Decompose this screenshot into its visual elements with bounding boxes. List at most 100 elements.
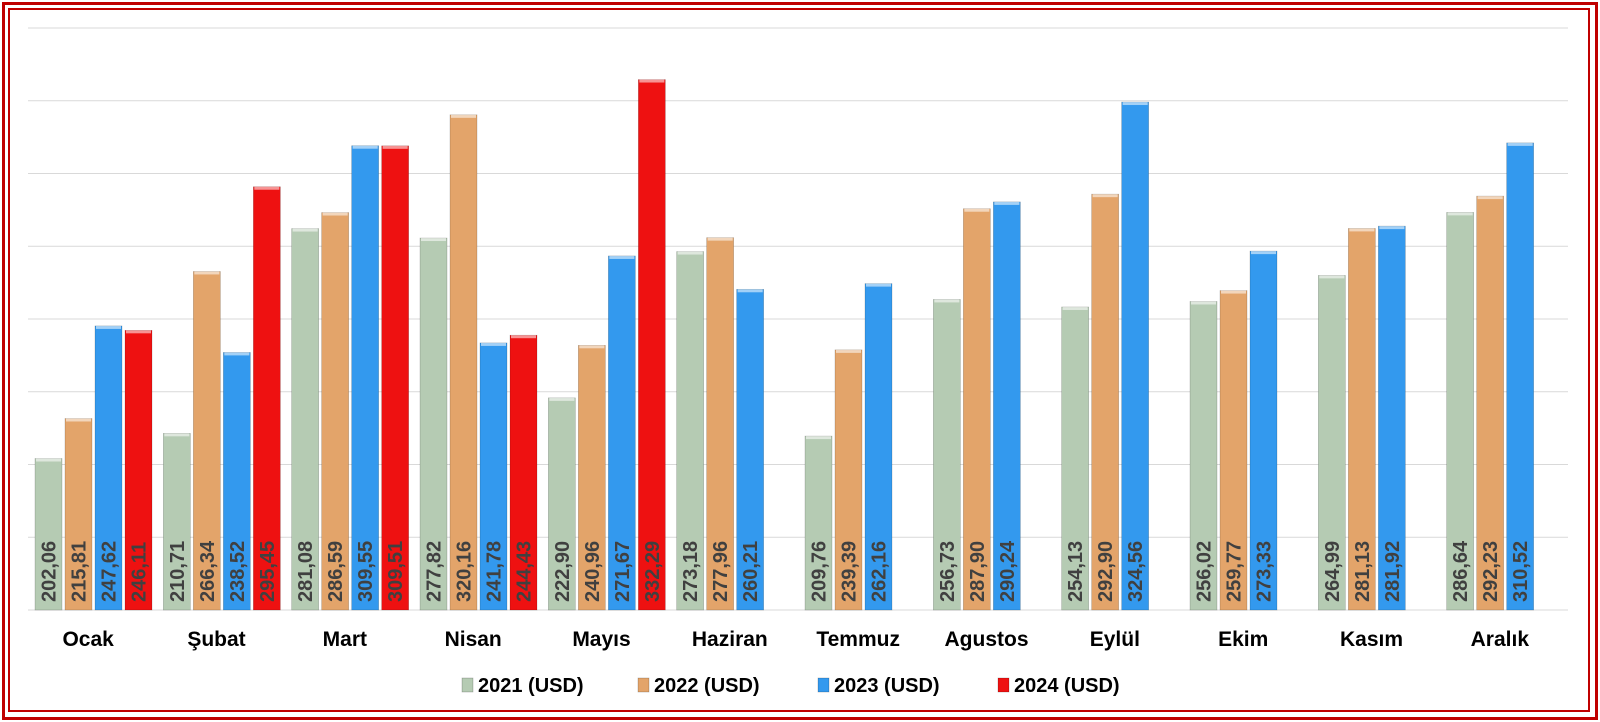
data-labels: 202,06 215,81 247,62 246,11 210,71 266,34 238,… <box>39 540 1533 602</box>
gridlines <box>28 27 1568 611</box>
data-label: 309,55 <box>355 541 377 602</box>
data-label: 281,92 <box>1382 541 1404 602</box>
bar-highlight <box>994 201 1020 205</box>
data-label: 310,52 <box>1510 541 1532 602</box>
bar-highlight <box>254 186 280 190</box>
category-label-Kasım: Kasım <box>1340 628 1403 651</box>
bar-2021-Temmuz <box>804 435 833 611</box>
data-label: 320,16 <box>454 541 476 602</box>
bar-highlight <box>1221 290 1246 294</box>
bar-2022-Ekim <box>1219 290 1248 611</box>
bar-2023-Ekim <box>1249 250 1278 611</box>
data-label: 324,56 <box>1125 541 1147 602</box>
data-label: 281,08 <box>295 541 317 602</box>
data-label: 256,02 <box>1194 541 1216 602</box>
bar-2024-Mart <box>381 145 409 611</box>
bar-2021-Agustos <box>933 299 961 611</box>
bar-2022-Kasım <box>1348 228 1376 611</box>
bar-highlight <box>677 251 703 255</box>
bar-2024-Mayıs <box>638 79 666 611</box>
data-label: 241,78 <box>484 541 506 602</box>
bar-highlight <box>579 345 605 349</box>
data-label: 239,39 <box>839 541 861 602</box>
category-label-Temmuz: Temmuz <box>816 628 900 651</box>
legend-label-2021: 2021 (USD) <box>478 675 584 697</box>
bar-highlight <box>194 271 220 275</box>
bar-highlight <box>1092 194 1118 198</box>
data-label: 277,82 <box>424 541 446 602</box>
data-label: 287,90 <box>967 541 989 602</box>
bar-highlight <box>224 352 250 356</box>
bar-highlight <box>1447 212 1473 216</box>
bar-highlight <box>352 145 378 149</box>
bar-highlight <box>1062 306 1088 310</box>
bar-highlight <box>481 342 506 346</box>
bar-2022-Mayıs <box>578 345 606 611</box>
bar-2021-Şubat <box>163 433 191 611</box>
bar-2021-Eylül <box>1061 306 1089 611</box>
legend-label-2024: 2024 (USD) <box>1014 675 1120 697</box>
bar-highlight <box>737 289 763 293</box>
bar-2022-Ocak <box>64 418 93 611</box>
category-label-Eylül: Eylül <box>1090 628 1140 651</box>
data-label: 332,29 <box>642 541 664 602</box>
bar-highlight <box>66 418 91 422</box>
bar-2023-Şubat <box>223 352 251 611</box>
bar-highlight <box>36 458 61 462</box>
data-label: 262,16 <box>869 541 891 602</box>
legend-swatch-2023 <box>817 677 830 693</box>
data-label: 259,77 <box>1224 541 1246 602</box>
bar-highlight <box>292 228 318 232</box>
bar-2022-Haziran <box>706 237 734 611</box>
bar-2021-Mart <box>291 228 319 611</box>
category-label-Ocak: Ocak <box>62 628 114 651</box>
bar-2023-Nisan <box>479 342 508 611</box>
data-label: 266,34 <box>197 540 219 602</box>
bar-highlight <box>1251 251 1276 255</box>
bar-highlight <box>421 238 446 242</box>
bar-2022-Şubat <box>193 271 221 611</box>
bar-2022-Aralık <box>1476 195 1504 611</box>
bar-2022-Eylül <box>1091 193 1119 611</box>
data-label: 240,96 <box>582 541 604 602</box>
bar-highlight <box>511 335 536 339</box>
bars <box>34 79 1534 611</box>
data-label: 209,76 <box>809 541 831 602</box>
bar-highlight <box>549 397 575 401</box>
bar-highlight <box>164 433 190 437</box>
legend-label-2023: 2023 (USD) <box>834 675 940 697</box>
category-label-Aralık: Aralık <box>1471 628 1530 651</box>
bar-highlight <box>1319 275 1345 279</box>
data-label: 292,90 <box>1095 541 1117 602</box>
data-label: 271,67 <box>612 541 634 602</box>
bar-2022-Nisan <box>449 114 478 611</box>
bar-highlight <box>806 436 831 440</box>
bar-highlight <box>1191 301 1216 305</box>
bar-highlight <box>1349 228 1375 232</box>
bar-2023-Ocak <box>94 325 123 611</box>
bar-highlight <box>964 208 990 212</box>
bar-2022-Temmuz <box>834 349 863 611</box>
bar-highlight <box>836 349 861 353</box>
bar-2024-Ocak <box>124 330 153 611</box>
category-label-Agustos: Agustos <box>945 628 1029 651</box>
legend-label-2022: 2022 (USD) <box>654 675 760 697</box>
data-label: 281,13 <box>1352 541 1374 602</box>
bar-highlight <box>382 145 408 149</box>
bar-highlight <box>1477 196 1503 200</box>
category-label-Haziran: Haziran <box>692 628 768 651</box>
bar-highlight <box>1507 142 1533 146</box>
bar-2021-Mayıs <box>548 397 576 611</box>
bar-highlight <box>322 212 348 216</box>
bar-2023-Mart <box>351 145 379 611</box>
data-label: 246,11 <box>129 542 151 602</box>
bar-highlight <box>707 237 733 241</box>
bar-highlight <box>96 325 121 329</box>
bar-2021-Ocak <box>34 458 63 611</box>
data-label: 238,52 <box>227 541 249 602</box>
bar-2022-Agustos <box>963 208 991 611</box>
bar-2023-Aralık <box>1506 142 1534 611</box>
data-label: 273,18 <box>680 541 702 602</box>
